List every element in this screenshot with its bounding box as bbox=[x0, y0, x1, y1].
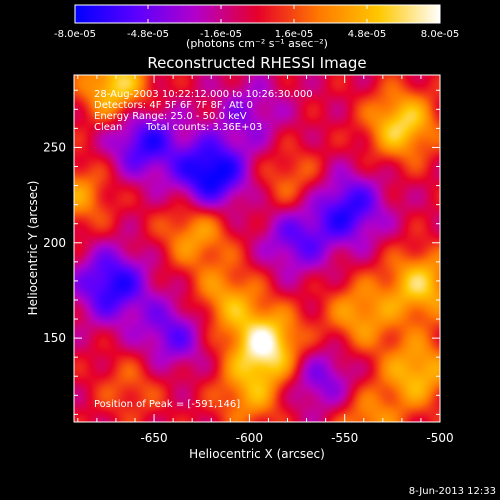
annotation-block: 28-Aug-2003 10:22:12.000 to 10:26:30.000… bbox=[94, 89, 313, 133]
colorbar-frame bbox=[74, 4, 441, 24]
colorbar-fill bbox=[75, 5, 440, 23]
x-axis-ticks: -650 -600 -550 -500 bbox=[77, 75, 454, 445]
annotation-energy-range: Energy Range: 25.0 - 50.0 keV bbox=[94, 111, 247, 122]
x-tick-label: -600 bbox=[236, 431, 263, 445]
colorbar-tick-label: -4.8e-05 bbox=[127, 29, 169, 40]
colorbar-ticks: -8.0e-05 -4.8e-05 -1.6e-05 1.6e-05 4.8e-05 8.… bbox=[54, 5, 459, 40]
chart-title: Reconstructed RHESSI Image bbox=[147, 54, 366, 72]
y-tick-label: 250 bbox=[43, 140, 66, 154]
colorbar: -8.0e-05 -4.8e-05 -1.6e-05 1.6e-05 4.8e-05 8.… bbox=[54, 4, 459, 50]
plot-frame bbox=[73, 74, 441, 423]
annotation-peak-position: Position of Peak = [-591,146] bbox=[94, 399, 240, 410]
colorbar-tick-label: -8.0e-05 bbox=[54, 29, 96, 40]
y-axis-label: Heliocentric Y (arcsec) bbox=[26, 181, 40, 316]
y-axis-ticks: 150 200 250 bbox=[43, 89, 440, 415]
x-tick-label: -500 bbox=[426, 431, 453, 445]
heatmap-image bbox=[74, 75, 440, 422]
y-tick-label: 200 bbox=[43, 236, 66, 250]
annotation-time-range: 28-Aug-2003 10:22:12.000 to 10:26:30.000 bbox=[94, 89, 313, 100]
annotation-detectors: Detectors: 4F 5F 6F 7F 8F, Att 0 bbox=[94, 100, 253, 111]
x-tick-label: -550 bbox=[331, 431, 358, 445]
x-tick-label: -650 bbox=[140, 431, 167, 445]
annotation-total-counts: Total counts: 3.36E+03 bbox=[145, 122, 262, 133]
colorbar-tick-label: 8.0e-05 bbox=[421, 29, 459, 40]
colorbar-unit-label: (photons cm⁻² s⁻¹ asec⁻²) bbox=[186, 37, 328, 50]
x-axis-label: Heliocentric X (arcsec) bbox=[189, 447, 325, 461]
y-tick-label: 150 bbox=[43, 331, 66, 345]
timestamp: 8-Jun-2013 12:33 bbox=[409, 486, 496, 497]
colorbar-tick-label: 4.8e-05 bbox=[348, 29, 386, 40]
annotation-method: Clean bbox=[94, 122, 122, 133]
colorbar-tick-label: -1.6e-05 bbox=[200, 29, 242, 40]
colorbar-tick-label: 1.6e-05 bbox=[275, 29, 313, 40]
heatmap-area bbox=[74, 75, 440, 422]
